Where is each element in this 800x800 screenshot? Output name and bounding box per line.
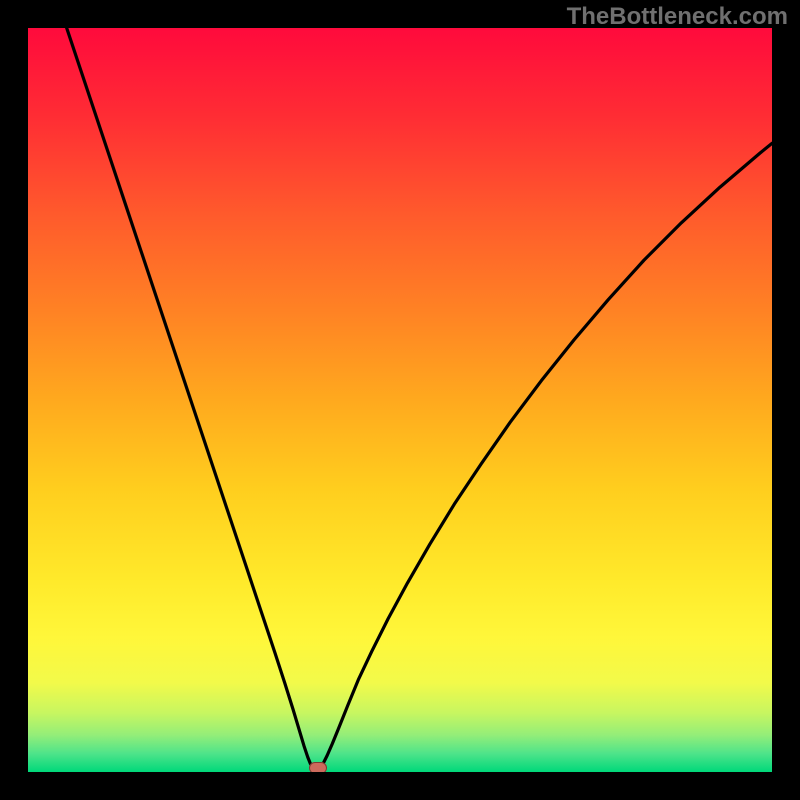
plot-area bbox=[28, 28, 772, 772]
chart-container: TheBottleneck.com bbox=[0, 0, 800, 800]
optimum-marker bbox=[309, 762, 327, 772]
watermark-text: TheBottleneck.com bbox=[567, 3, 788, 31]
curve-path bbox=[67, 28, 772, 769]
bottleneck-curve bbox=[28, 28, 772, 772]
